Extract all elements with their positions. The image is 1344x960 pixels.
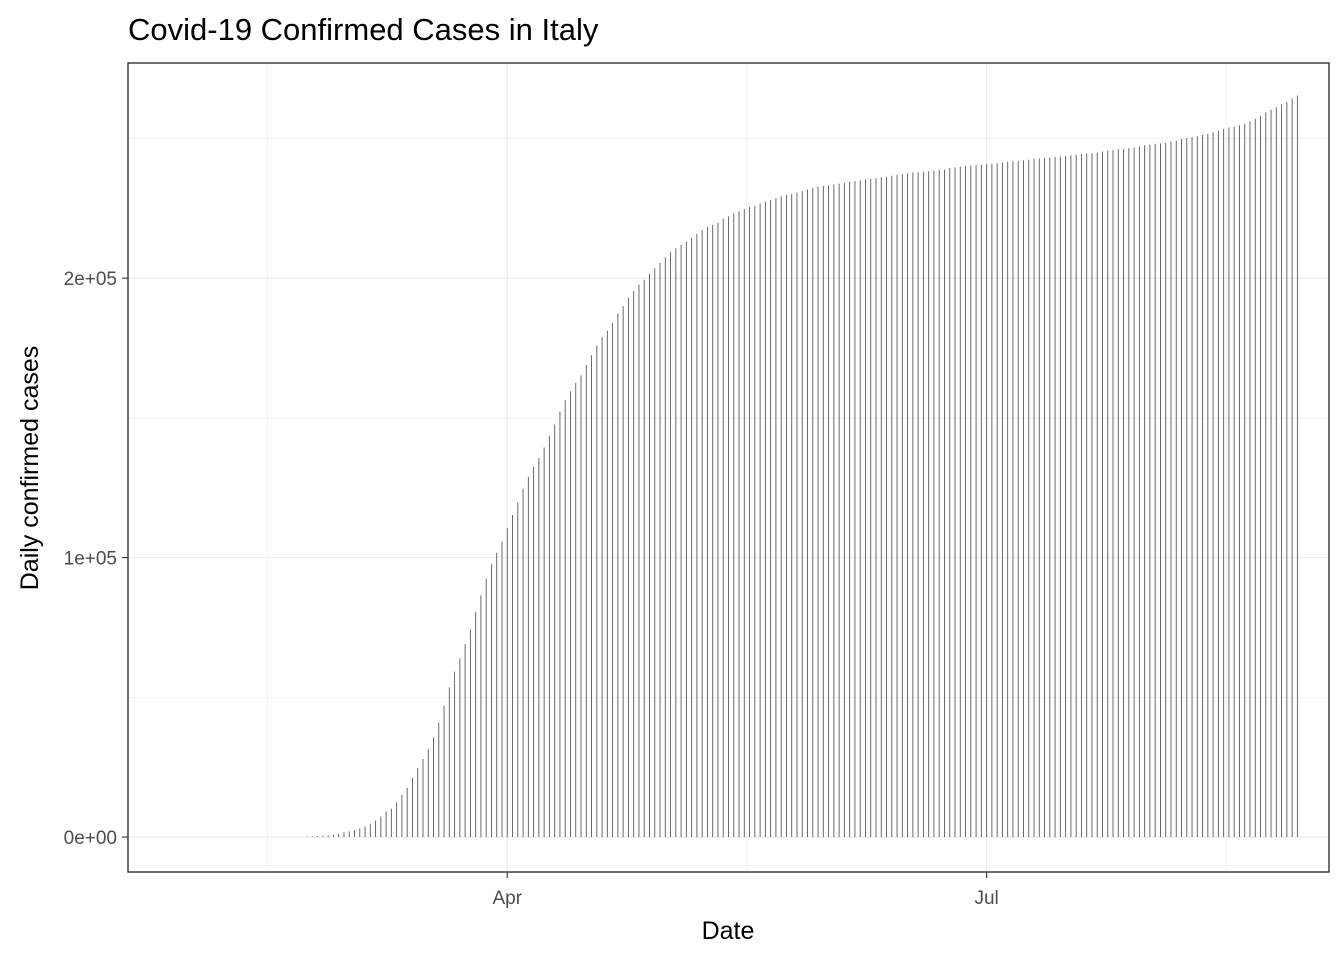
y-tick-label: 2e+05 — [64, 269, 117, 290]
x-tick-label: Apr — [492, 888, 522, 909]
y-tick-label: 1e+05 — [64, 549, 117, 570]
plot-border — [127, 62, 1330, 873]
axis-ticks: 0e+00 1e+05 2e+05 Apr Jul — [64, 269, 999, 909]
chart-title: Covid-19 Confirmed Cases in Italy — [128, 12, 599, 47]
x-axis-title: Date — [702, 917, 755, 945]
y-axis-title: Daily confirmed cases — [16, 346, 44, 591]
x-tick-label: Jul — [974, 888, 998, 909]
y-tick-label: 0e+00 — [64, 828, 117, 849]
bars — [301, 95, 1298, 838]
